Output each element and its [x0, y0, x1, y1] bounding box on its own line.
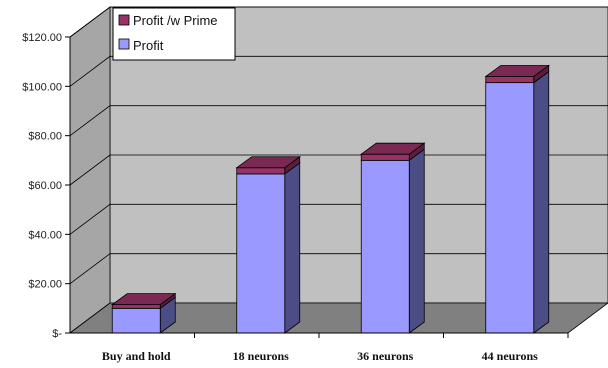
x-tick-label: 18 neurons — [233, 349, 289, 363]
bar-top — [235, 156, 301, 169]
gridlines — [69, 6, 608, 284]
y-tick-label: $40.00 — [28, 229, 62, 241]
y-tick-label: $- — [52, 328, 62, 340]
bar-profit-side — [408, 148, 425, 334]
bar-profit — [236, 173, 286, 334]
gridline — [69, 253, 608, 284]
legend-box — [112, 7, 236, 61]
bar-top — [484, 65, 550, 77]
bar-profit — [111, 307, 161, 334]
legend-label-profit: Profit — [133, 38, 164, 53]
legend-label-prime: Profit /w Prime — [133, 13, 218, 28]
bar-top — [111, 293, 177, 306]
bar-profit-side — [284, 162, 301, 334]
gridline — [69, 105, 608, 136]
legend-swatch-profit — [118, 38, 130, 50]
bar-profit — [360, 159, 410, 334]
bar-prime — [360, 153, 410, 161]
y-tick-label: $80.00 — [28, 131, 62, 143]
bars — [111, 64, 550, 334]
bar-prime — [111, 304, 161, 309]
bar-prime — [236, 167, 286, 175]
x-tick-label: 36 neurons — [357, 349, 413, 363]
bar-profit — [485, 82, 535, 334]
bar-prime — [485, 76, 535, 84]
bar-top — [360, 142, 426, 155]
x-tick-label: Buy and hold — [102, 349, 171, 363]
y-axis: $- $20.00 $40.00 $60.00 $80.00 $100.00 $120.00 — [22, 32, 71, 340]
y-tick-label: $100.00 — [22, 81, 62, 93]
legend-swatch-prime — [118, 14, 130, 26]
bar-profit-side — [533, 70, 550, 334]
legend: Profit /w Prime Profit — [112, 7, 236, 61]
gridline — [69, 6, 608, 38]
gridline — [69, 154, 608, 186]
y-tick-label: $60.00 — [28, 180, 62, 192]
gridline — [69, 203, 608, 235]
bar-buy-and-hold — [111, 292, 177, 334]
bar-18-neurons — [235, 155, 301, 334]
x-tick-label: 44 neurons — [482, 349, 538, 363]
y-tick-label: $120.00 — [22, 32, 62, 44]
y-tick-label: $20.00 — [28, 279, 62, 291]
x-axis: Buy and hold 18 neurons 36 neurons 44 neuro… — [70, 332, 569, 363]
bar-36-neurons — [360, 142, 426, 334]
gridline — [69, 55, 608, 87]
bar-44-neurons — [484, 64, 550, 334]
